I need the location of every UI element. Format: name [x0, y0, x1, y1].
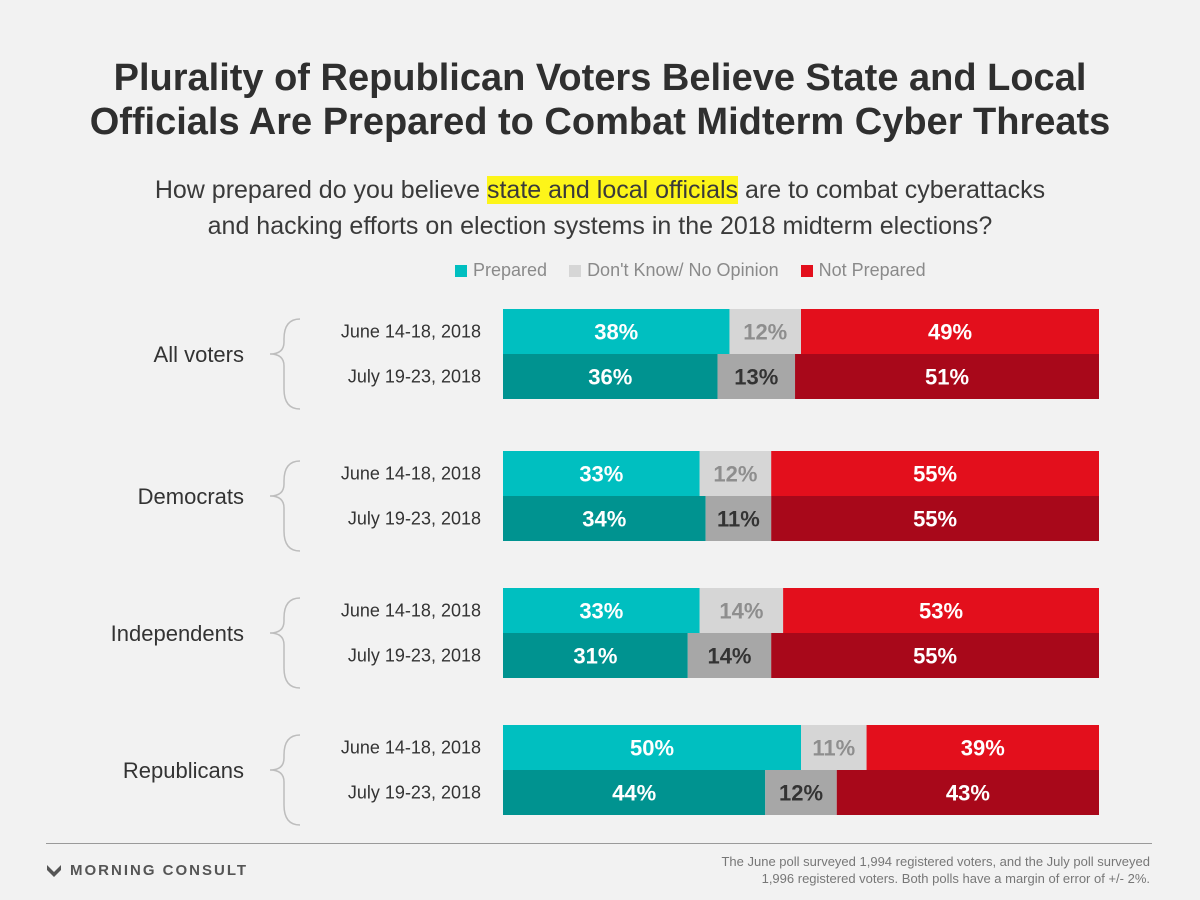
bar-segment-dont-know: [687, 633, 772, 678]
legend-item-dont-know: Don't Know/ No Opinion: [569, 260, 779, 281]
group-bracket: [269, 597, 301, 689]
bar-segment-not-prepared: [771, 633, 1099, 678]
bar-segment-dont-know: [705, 496, 772, 541]
bar-value-label: 53%: [919, 599, 963, 624]
row-label: June 14-18, 2018: [341, 464, 481, 484]
bar-value-label: 55%: [913, 462, 957, 487]
bar-segment-dont-know: [699, 588, 784, 633]
bar-value-label: 11%: [717, 507, 760, 532]
row-label: June 14-18, 2018: [341, 738, 481, 758]
legend-item-prepared: Prepared: [455, 260, 547, 281]
group-label: Democrats: [138, 484, 244, 509]
bar-value-label: 31%: [573, 644, 617, 669]
bar-segment-prepared: [503, 725, 801, 770]
bar-value-label: 33%: [579, 462, 623, 487]
chart-title-line: Plurality of Republican Voters Believe S…: [113, 57, 1087, 99]
group-bracket: [269, 460, 301, 552]
footnote: The June poll surveyed 1,994 registered …: [590, 853, 1150, 887]
bar-segment-not-prepared: [866, 725, 1099, 770]
chart-title: Plurality of Republican Voters Believe S…: [0, 56, 1200, 144]
bar-value-label: 12%: [779, 781, 823, 806]
bar-segment-prepared: [503, 309, 730, 354]
bar-value-label: 50%: [630, 736, 674, 761]
bar-value-label: 12%: [743, 320, 787, 345]
bar-value-label: 38%: [594, 320, 638, 345]
footnote-line: The June poll surveyed 1,994 registered …: [721, 854, 1150, 869]
bar-value-label: 55%: [913, 507, 957, 532]
row-label: July 19-23, 2018: [348, 783, 481, 803]
group-label: Republicans: [123, 758, 244, 783]
footnote-line: 1,996 registered voters. Both polls have…: [761, 871, 1150, 886]
stacked-bar-chart: All voters June 14-18, 2018 38% 12% 49% July …: [111, 309, 1099, 826]
bar-segment-prepared: [503, 496, 706, 541]
bar-value-label: 39%: [961, 736, 1005, 761]
footer-divider: [46, 843, 1152, 844]
subtitle-line: How prepared do you believe state and lo…: [0, 172, 1200, 208]
legend-item-not-prepared: Not Prepared: [800, 260, 926, 281]
bar-value-label: 49%: [928, 320, 972, 345]
row-label: July 19-23, 2018: [348, 367, 481, 387]
bar-segment-prepared: [503, 633, 688, 678]
bar-value-label: 43%: [946, 781, 990, 806]
bar-value-label: 14%: [707, 644, 751, 669]
chart-subtitle: How prepared do you believe state and lo…: [0, 172, 1200, 244]
bar-segment-not-prepared: [801, 309, 1099, 354]
bar-segment-not-prepared: [836, 770, 1099, 815]
brand-logo: MORNING CONSULT: [46, 862, 248, 879]
subtitle-prefix: How prepared do you believe: [154, 176, 487, 204]
row-label: July 19-23, 2018: [348, 646, 481, 666]
bar-value-label: 11%: [812, 736, 855, 761]
row-label: July 19-23, 2018: [348, 509, 481, 529]
bar-segment-not-prepared: [783, 588, 1099, 633]
bar-segment-not-prepared: [795, 354, 1099, 399]
bar-segment-dont-know: [729, 309, 801, 354]
bar-segment-not-prepared: [771, 451, 1099, 496]
group-bracket: [269, 318, 301, 410]
bar-value-label: 13%: [734, 365, 778, 390]
bar-segment-dont-know: [801, 725, 867, 770]
legend-label: Prepared: [473, 260, 548, 280]
group-bracket: [269, 734, 301, 826]
chart-title-line: Officials Are Prepared to Combat Midterm…: [89, 101, 1111, 143]
bar-value-label: 34%: [582, 507, 626, 532]
subtitle-line: and hacking efforts on election systems …: [207, 212, 993, 240]
bar-value-label: 12%: [713, 462, 757, 487]
bar-value-label: 14%: [719, 599, 763, 624]
chart-legend: Prepared Don't Know/ No Opinion Not Prep…: [455, 260, 926, 281]
bar-value-label: 55%: [913, 644, 957, 669]
legend-label: Don't Know/ No Opinion: [587, 260, 779, 280]
legend-swatch-dont-know: [569, 264, 582, 277]
morning-consult-logo-icon: [47, 864, 61, 877]
bar-segment-prepared: [503, 354, 718, 399]
group-label: Independents: [111, 621, 244, 646]
row-label: June 14-18, 2018: [341, 601, 481, 621]
bar-segment-dont-know: [717, 354, 796, 399]
legend-label: Not Prepared: [818, 260, 926, 280]
bar-segment-prepared: [503, 588, 700, 633]
bar-segment-dont-know: [765, 770, 837, 815]
legend-swatch-prepared: [455, 264, 467, 277]
bar-value-label: 51%: [925, 365, 969, 390]
bar-value-label: 36%: [588, 365, 632, 390]
brand-name: MORNING CONSULT: [70, 862, 249, 879]
subtitle-suffix: are to combat cyberattacks: [738, 176, 1046, 204]
bar-segment-not-prepared: [771, 496, 1099, 541]
bar-segment-prepared: [503, 451, 700, 496]
row-label: June 14-18, 2018: [341, 322, 481, 342]
subtitle-highlight: state and local officials: [486, 176, 739, 204]
legend-swatch-not-prepared: [800, 264, 813, 277]
bar-value-label: 44%: [612, 781, 656, 806]
group-label: All voters: [154, 342, 244, 367]
bar-segment-dont-know: [699, 451, 772, 496]
bar-value-label: 33%: [579, 599, 623, 624]
bar-segment-prepared: [503, 770, 766, 815]
